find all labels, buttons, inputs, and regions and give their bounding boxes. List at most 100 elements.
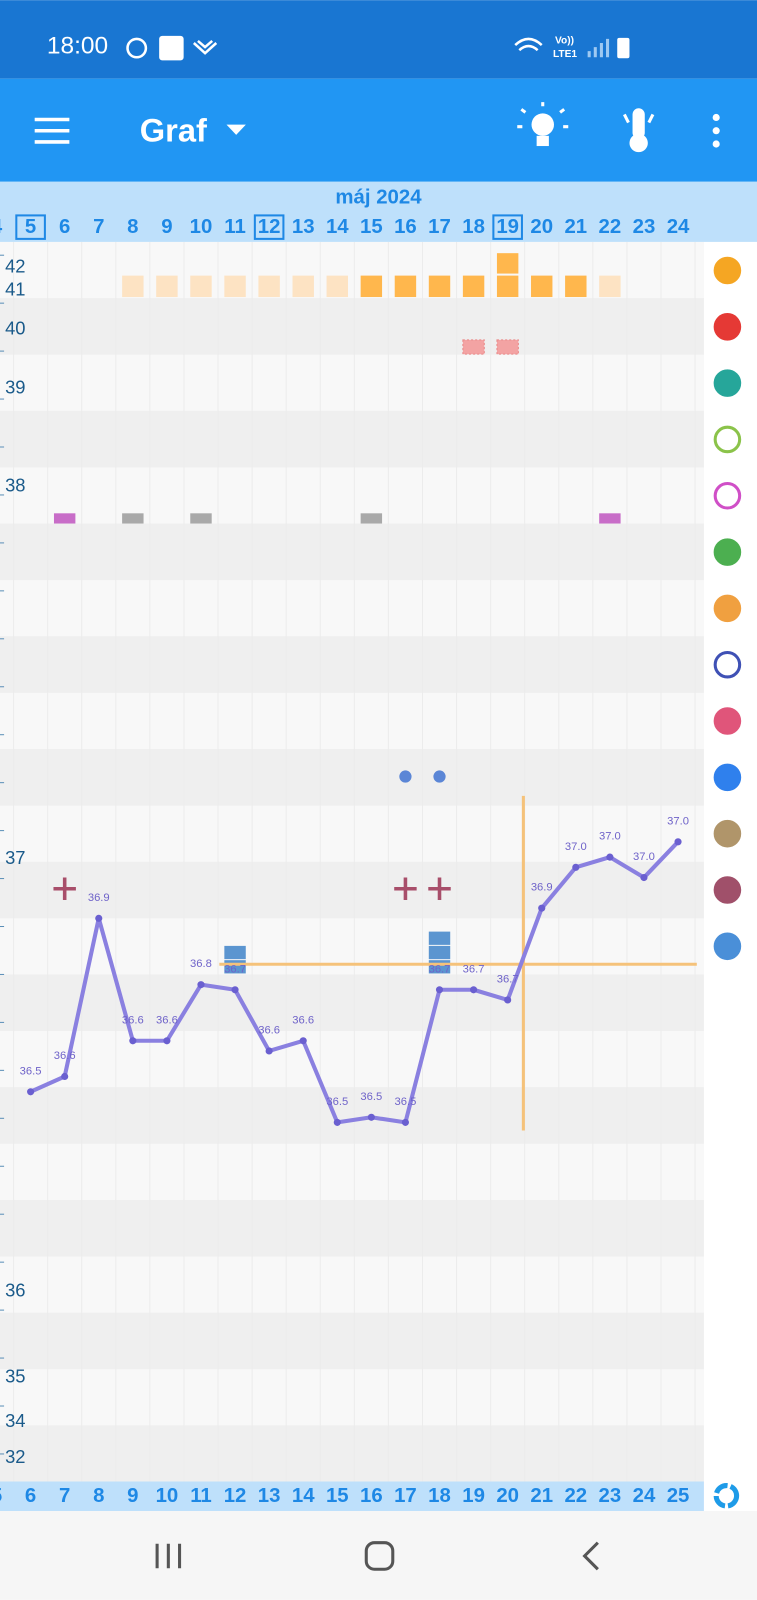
icon-column (703, 241, 757, 1482)
period-marker (599, 275, 621, 298)
icon-shape (713, 932, 742, 961)
band (0, 636, 704, 693)
positive-marker (53, 877, 76, 900)
bottom-day-label: 14 (292, 1485, 315, 1507)
top-day-label: 12 (258, 216, 281, 238)
category-icon[interactable] (713, 932, 742, 961)
thermometer-button[interactable] (623, 108, 655, 153)
category-icon[interactable] (713, 313, 742, 341)
period-marker (326, 275, 348, 298)
top-day-label: 4 (0, 216, 3, 238)
category-icon[interactable] (713, 876, 742, 904)
bottom-day-label: 10 (156, 1485, 179, 1507)
bottom-day-label: 15 (326, 1485, 349, 1507)
test-marker (399, 770, 412, 783)
category-icon[interactable] (713, 481, 742, 510)
y-axis-label: 34 (5, 1410, 25, 1431)
category-icon[interactable] (713, 594, 742, 623)
chart-header (0, 181, 757, 242)
menu-button[interactable] (34, 117, 70, 144)
temperature-point (504, 996, 512, 1004)
category-icon[interactable] (713, 650, 742, 679)
category-icon[interactable] (713, 425, 742, 454)
period-marker (292, 275, 314, 298)
period-marker (428, 275, 451, 298)
period-marker (462, 275, 485, 298)
temperature-label: 37.0 (667, 815, 689, 827)
period-marker (258, 275, 280, 298)
period-marker (394, 275, 417, 298)
temperature-point (640, 873, 648, 882)
category-icon[interactable] (713, 369, 742, 397)
temperature-label: 36.5 (360, 1091, 382, 1103)
network-label: Vo)) (555, 36, 574, 47)
status-icon (192, 39, 218, 55)
temperature-label: 36.6 (292, 1014, 314, 1026)
top-day-label: 11 (224, 216, 246, 238)
temperature-label: 36.6 (258, 1025, 280, 1037)
spotting-marker (496, 339, 519, 355)
y-axis-label: 39 (5, 377, 25, 398)
top-day-label: 14 (326, 216, 349, 238)
temperature-point (333, 1118, 341, 1126)
bottom-day-label: 16 (360, 1485, 383, 1507)
temperature-point (674, 838, 682, 846)
category-icon[interactable] (713, 819, 742, 848)
top-day-label: 5 (25, 216, 36, 238)
icon-shape (713, 425, 742, 454)
temperature-label: 36.5 (20, 1065, 42, 1077)
period-marker (156, 275, 178, 298)
status-time: 18:00 (47, 33, 108, 60)
top-day-label: 15 (360, 216, 383, 238)
home-button[interactable] (364, 1541, 395, 1571)
temperature-point (95, 914, 103, 922)
y-axis-label: 42 (5, 255, 25, 276)
positive-marker (428, 877, 451, 900)
category-icon[interactable] (713, 763, 742, 792)
app-title[interactable]: Graf (140, 111, 207, 148)
more-button[interactable] (712, 113, 720, 148)
band (0, 748, 704, 806)
temperature-point (265, 1047, 273, 1055)
temperature-point (367, 1113, 375, 1121)
bottom-day-label: 23 (599, 1485, 622, 1507)
bottom-day-label: 12 (224, 1485, 247, 1507)
mucus-marker (428, 945, 451, 960)
temperature-label: 37.0 (599, 831, 621, 843)
bottom-day-label: 5 (0, 1485, 2, 1507)
temperature-point (572, 863, 580, 871)
period-marker (496, 253, 519, 274)
recent-apps-button[interactable] (155, 1543, 182, 1569)
temperature-label: 36.7 (497, 974, 519, 986)
y-axis-label: 36 (5, 1280, 25, 1301)
title-dropdown[interactable] (226, 124, 246, 135)
back-button[interactable] (582, 1541, 599, 1571)
top-day-label: 20 (530, 216, 553, 238)
temperature-line (29, 840, 680, 1125)
top-day-label: 21 (564, 216, 587, 238)
band (0, 1087, 704, 1144)
today-box (492, 214, 523, 240)
tips-button[interactable] (517, 102, 569, 147)
today-box (15, 214, 46, 240)
month-label: máj 2024 (335, 186, 422, 208)
test-marker (433, 770, 446, 783)
band (0, 1199, 704, 1257)
bottom-day-label: 8 (93, 1485, 104, 1507)
intercourse-marker (599, 513, 621, 524)
category-icon[interactable] (713, 538, 742, 566)
temperature-label: 36.5 (326, 1096, 348, 1108)
bottom-day-label: 24 (633, 1485, 656, 1507)
day-bar (0, 1481, 704, 1512)
refresh-button[interactable] (713, 1483, 740, 1509)
y-axis-label: 35 (5, 1365, 25, 1386)
mucus-marker (224, 945, 246, 960)
category-icon[interactable] (713, 256, 742, 285)
temperature-point (197, 981, 205, 989)
category-icon[interactable] (713, 707, 742, 735)
band (0, 861, 704, 919)
nav-bar (0, 1511, 757, 1600)
